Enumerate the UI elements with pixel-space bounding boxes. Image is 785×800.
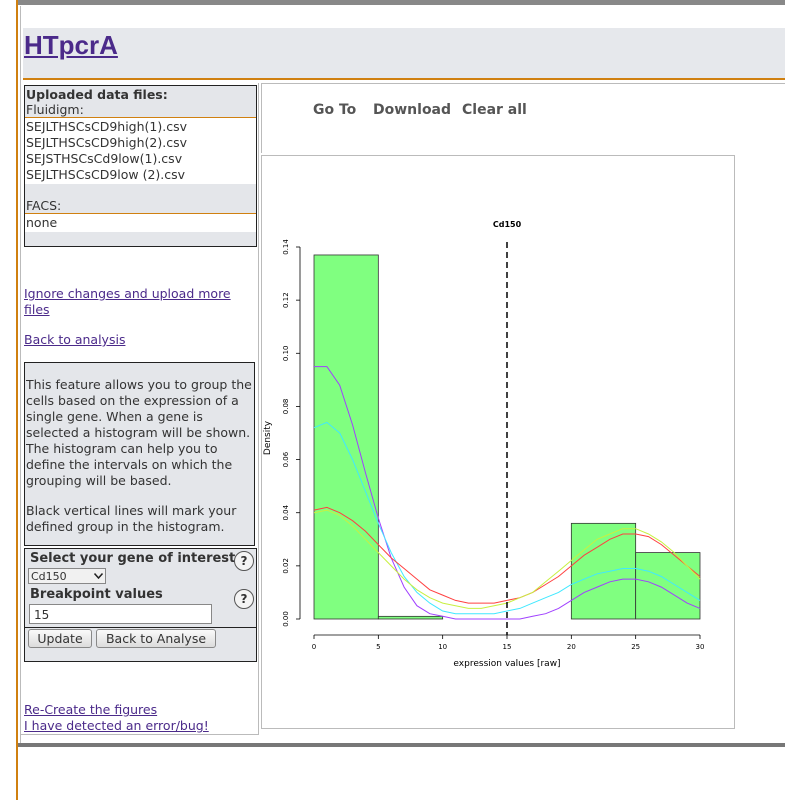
top-border bbox=[16, 0, 785, 5]
page-frame bbox=[20, 6, 785, 744]
x-tick-label: 15 bbox=[503, 643, 512, 651]
bottom-border bbox=[18, 743, 785, 747]
histogram-bar bbox=[313, 254, 379, 620]
file-item: none bbox=[26, 215, 58, 230]
file-item: SEJSTHSCsCd9low(1).csv bbox=[26, 151, 183, 166]
report-bug-link[interactable]: I have detected an error/bug! bbox=[24, 718, 209, 733]
breakpoint-label: Breakpoint values bbox=[30, 587, 163, 602]
file-item: SEJLTHSCsCD9high(1).csv bbox=[26, 119, 187, 134]
uploaded-files-panel: Uploaded data files: Fluidigm: SEJLTHSCs… bbox=[24, 85, 257, 247]
file-item: SEJLTHSCsCD9low (2).csv bbox=[26, 167, 186, 182]
histogram-bar bbox=[377, 615, 444, 620]
y-tick-label: 0.06 bbox=[282, 451, 290, 467]
histogram-bar bbox=[570, 522, 637, 620]
breakpoint-help-button[interactable]: ? bbox=[234, 589, 254, 609]
main-top-border bbox=[261, 83, 785, 84]
x-tick-label: 20 bbox=[567, 643, 576, 651]
x-tick-label: 25 bbox=[631, 643, 640, 651]
uploaded-files-heading: Uploaded data files: bbox=[26, 87, 168, 102]
nav-goto[interactable]: Go To bbox=[313, 102, 357, 118]
fluidigm-file-list: SEJLTHSCsCD9high(1).csv SEJLTHSCsCD9high… bbox=[25, 117, 256, 184]
chart-x-label: expression values [raw] bbox=[453, 659, 560, 669]
y-tick-label: 0.12 bbox=[282, 292, 290, 308]
chevron-down-icon bbox=[94, 573, 103, 579]
sidebar-bottom-border bbox=[20, 734, 259, 735]
description-note: Black vertical lines will mark your defi… bbox=[26, 503, 237, 534]
facs-label: FACS: bbox=[26, 198, 62, 213]
density-curve bbox=[313, 421, 701, 615]
x-tick-label: 30 bbox=[696, 643, 705, 651]
nav-download[interactable]: Download bbox=[373, 102, 452, 118]
description-text: This feature allows you to group the cel… bbox=[26, 377, 252, 488]
ignore-changes-upload-link[interactable]: Ignore changes and upload more files bbox=[24, 286, 231, 317]
left-accent-border bbox=[16, 0, 18, 800]
back-to-analyse-button[interactable]: Back to Analyse bbox=[96, 629, 216, 648]
main-border bbox=[261, 83, 262, 153]
density-curve bbox=[313, 506, 701, 604]
histogram-chart: 0 5 10 15 20 25 30 0.00 0.02 0.04 0.06 0.08 0.10 0.12… bbox=[263, 220, 705, 669]
density-curve bbox=[314, 366, 701, 620]
x-tick-label: 10 bbox=[438, 643, 447, 651]
gene-grouping-form: Select your gene of interest ? Cd150 Bre… bbox=[24, 548, 257, 662]
recreate-figures-link[interactable]: Re-Create the figures bbox=[24, 702, 158, 717]
histogram-plot: 0 5 10 15 20 25 30 0.00 0.02 0.04 0.06 0.08 0.10 0.12… bbox=[261, 155, 735, 729]
header-bar bbox=[23, 28, 785, 80]
y-tick-label: 0.10 bbox=[282, 345, 290, 361]
file-item: SEJLTHSCsCD9high(2).csv bbox=[26, 135, 187, 150]
facs-file-list: none bbox=[25, 213, 256, 232]
sidebar-border bbox=[258, 83, 259, 735]
form-divider bbox=[25, 627, 256, 628]
y-tick-label: 0.02 bbox=[282, 558, 290, 574]
update-button[interactable]: Update bbox=[28, 629, 92, 648]
y-tick-label: 0.14 bbox=[282, 239, 290, 255]
nav-clear-all[interactable]: Clear all bbox=[462, 102, 527, 118]
gene-help-button[interactable]: ? bbox=[234, 551, 254, 571]
histogram-bar bbox=[635, 552, 701, 620]
chart-title: Cd150 bbox=[493, 220, 522, 229]
breakpoint-input[interactable]: 15 bbox=[29, 604, 212, 624]
fluidigm-label: Fluidigm: bbox=[26, 102, 84, 117]
back-to-analysis-link[interactable]: Back to analysis bbox=[24, 332, 126, 347]
x-tick-label: 5 bbox=[376, 643, 380, 651]
gene-select-dropdown[interactable]: Cd150 bbox=[28, 568, 106, 584]
y-tick-label: 0.04 bbox=[282, 504, 290, 520]
y-tick-label: 0.08 bbox=[282, 399, 290, 415]
gene-select-value: Cd150 bbox=[31, 569, 67, 583]
x-tick-label: 0 bbox=[312, 643, 316, 651]
chart-y-label: Density bbox=[263, 420, 273, 455]
gene-select-label: Select your gene of interest bbox=[30, 551, 236, 566]
app-title-link[interactable]: HTpcrA bbox=[24, 30, 118, 60]
feature-description-panel: This feature allows you to group the cel… bbox=[24, 362, 255, 546]
y-tick-label: 0.00 bbox=[282, 611, 290, 627]
